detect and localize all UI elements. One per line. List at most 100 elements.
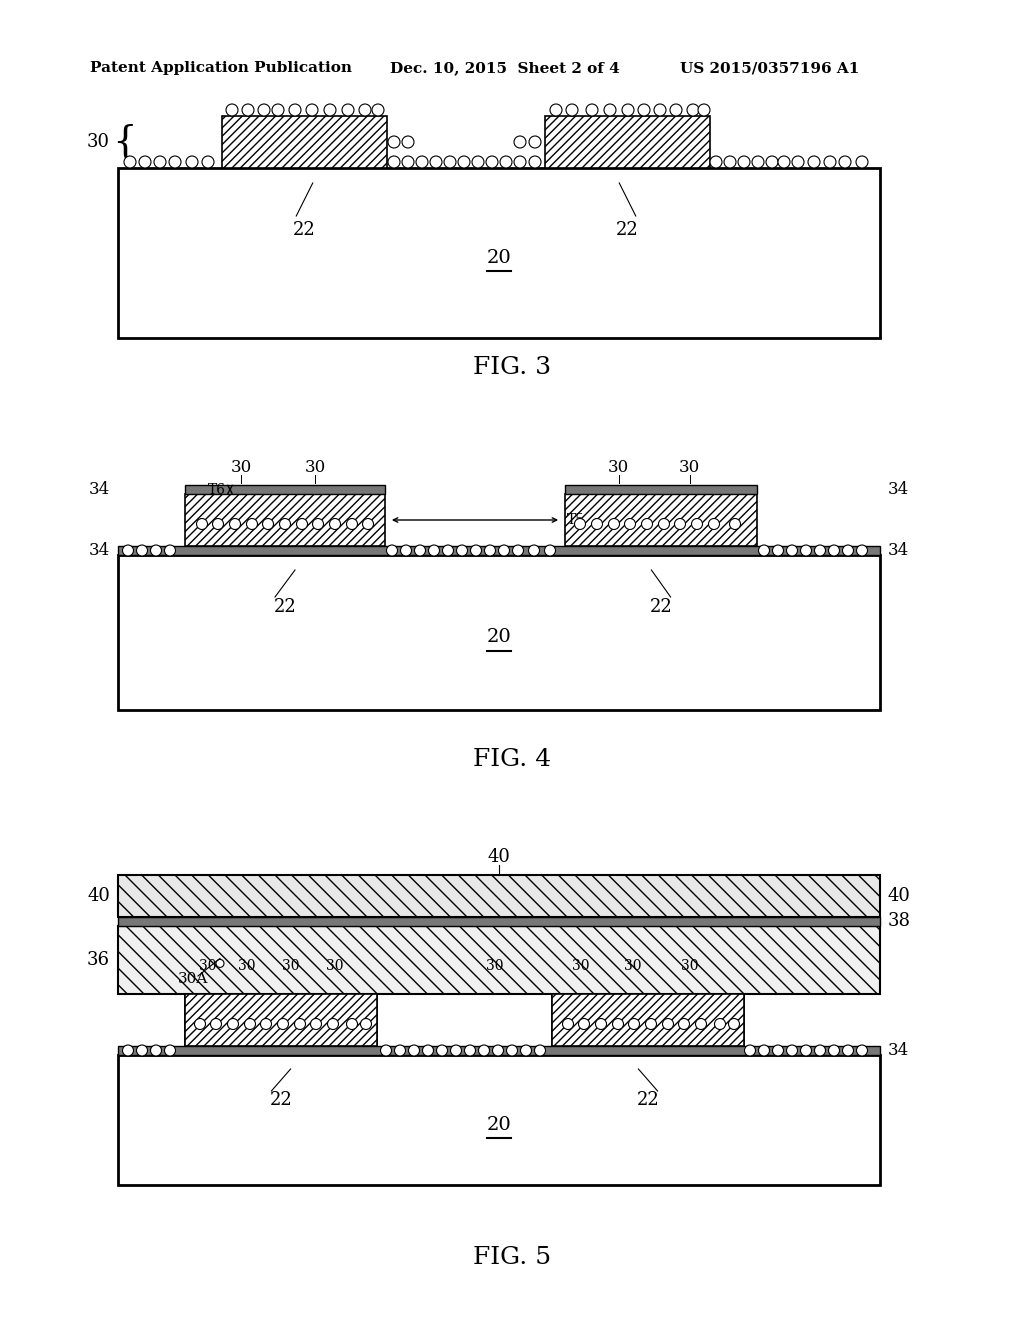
Circle shape <box>529 156 541 168</box>
Circle shape <box>328 1019 339 1030</box>
Circle shape <box>592 519 602 529</box>
Circle shape <box>608 519 620 529</box>
Text: FIG. 3: FIG. 3 <box>473 356 551 380</box>
Bar <box>118 1055 880 1185</box>
Circle shape <box>670 104 682 116</box>
Circle shape <box>295 1019 305 1030</box>
Text: 30: 30 <box>230 458 252 475</box>
Circle shape <box>342 104 354 116</box>
Text: 30: 30 <box>87 133 110 150</box>
Bar <box>118 875 880 917</box>
Circle shape <box>562 1019 573 1030</box>
Circle shape <box>195 1019 206 1030</box>
Circle shape <box>346 1019 357 1030</box>
Circle shape <box>792 156 804 168</box>
Circle shape <box>566 104 578 116</box>
Circle shape <box>202 156 214 168</box>
Circle shape <box>123 1045 133 1056</box>
Circle shape <box>786 1045 798 1056</box>
Circle shape <box>242 104 254 116</box>
Circle shape <box>759 1045 769 1056</box>
Bar <box>565 484 757 494</box>
Circle shape <box>545 545 555 556</box>
Circle shape <box>724 156 736 168</box>
Text: 34: 34 <box>89 543 110 558</box>
Circle shape <box>278 1019 289 1030</box>
Circle shape <box>574 519 586 529</box>
Bar <box>185 994 377 1045</box>
Circle shape <box>400 545 412 556</box>
Circle shape <box>312 519 324 529</box>
Circle shape <box>499 545 510 556</box>
Circle shape <box>528 545 540 556</box>
Text: Dec. 10, 2015  Sheet 2 of 4: Dec. 10, 2015 Sheet 2 of 4 <box>390 61 620 75</box>
Circle shape <box>801 1045 811 1056</box>
Text: 30: 30 <box>624 960 641 973</box>
Circle shape <box>629 1019 640 1030</box>
Circle shape <box>752 156 764 168</box>
Circle shape <box>245 1019 256 1030</box>
Circle shape <box>698 104 710 116</box>
Circle shape <box>856 545 867 556</box>
Circle shape <box>297 519 307 529</box>
Circle shape <box>710 156 722 168</box>
Circle shape <box>289 104 301 116</box>
Circle shape <box>388 136 400 148</box>
Text: 20: 20 <box>486 249 511 267</box>
Circle shape <box>535 1045 546 1056</box>
Circle shape <box>856 1045 867 1056</box>
Circle shape <box>381 1045 391 1056</box>
Text: 40: 40 <box>888 887 911 906</box>
Circle shape <box>139 156 151 168</box>
Circle shape <box>151 545 162 556</box>
Text: 36: 36 <box>87 950 110 969</box>
Circle shape <box>596 1019 606 1030</box>
Circle shape <box>402 136 414 148</box>
Circle shape <box>430 156 442 168</box>
Bar <box>118 546 880 554</box>
Circle shape <box>828 1045 840 1056</box>
Circle shape <box>195 1019 206 1030</box>
Circle shape <box>458 156 470 168</box>
Circle shape <box>814 545 825 556</box>
Circle shape <box>772 545 783 556</box>
Text: 38: 38 <box>888 912 911 931</box>
Circle shape <box>808 156 820 168</box>
Circle shape <box>658 519 670 529</box>
Circle shape <box>514 136 526 148</box>
Circle shape <box>394 1045 406 1056</box>
Text: 30: 30 <box>282 960 299 973</box>
Text: 30: 30 <box>572 960 590 973</box>
Circle shape <box>197 519 208 529</box>
Circle shape <box>415 545 426 556</box>
Circle shape <box>507 1045 517 1056</box>
Circle shape <box>444 156 456 168</box>
Circle shape <box>258 104 270 116</box>
Circle shape <box>278 1019 289 1030</box>
Circle shape <box>824 156 836 168</box>
Text: 22: 22 <box>637 1092 659 1109</box>
Circle shape <box>629 1019 640 1030</box>
Circle shape <box>529 136 541 148</box>
Text: US 2015/0357196 A1: US 2015/0357196 A1 <box>680 61 859 75</box>
Circle shape <box>136 1045 147 1056</box>
Circle shape <box>165 1045 175 1056</box>
Text: FIG. 5: FIG. 5 <box>473 1246 551 1270</box>
Circle shape <box>663 1019 674 1030</box>
Circle shape <box>280 519 291 529</box>
Bar <box>118 554 880 710</box>
Circle shape <box>226 104 238 116</box>
Bar <box>545 116 710 168</box>
Text: 22: 22 <box>293 220 315 239</box>
Circle shape <box>470 545 481 556</box>
Circle shape <box>478 1045 489 1056</box>
Circle shape <box>839 156 851 168</box>
Circle shape <box>260 1019 271 1030</box>
Circle shape <box>360 1019 372 1030</box>
Text: T5: T5 <box>567 513 585 527</box>
Circle shape <box>801 545 811 556</box>
Circle shape <box>306 104 318 116</box>
Text: 34: 34 <box>89 480 110 498</box>
Circle shape <box>213 519 223 529</box>
Text: 20: 20 <box>486 628 511 647</box>
